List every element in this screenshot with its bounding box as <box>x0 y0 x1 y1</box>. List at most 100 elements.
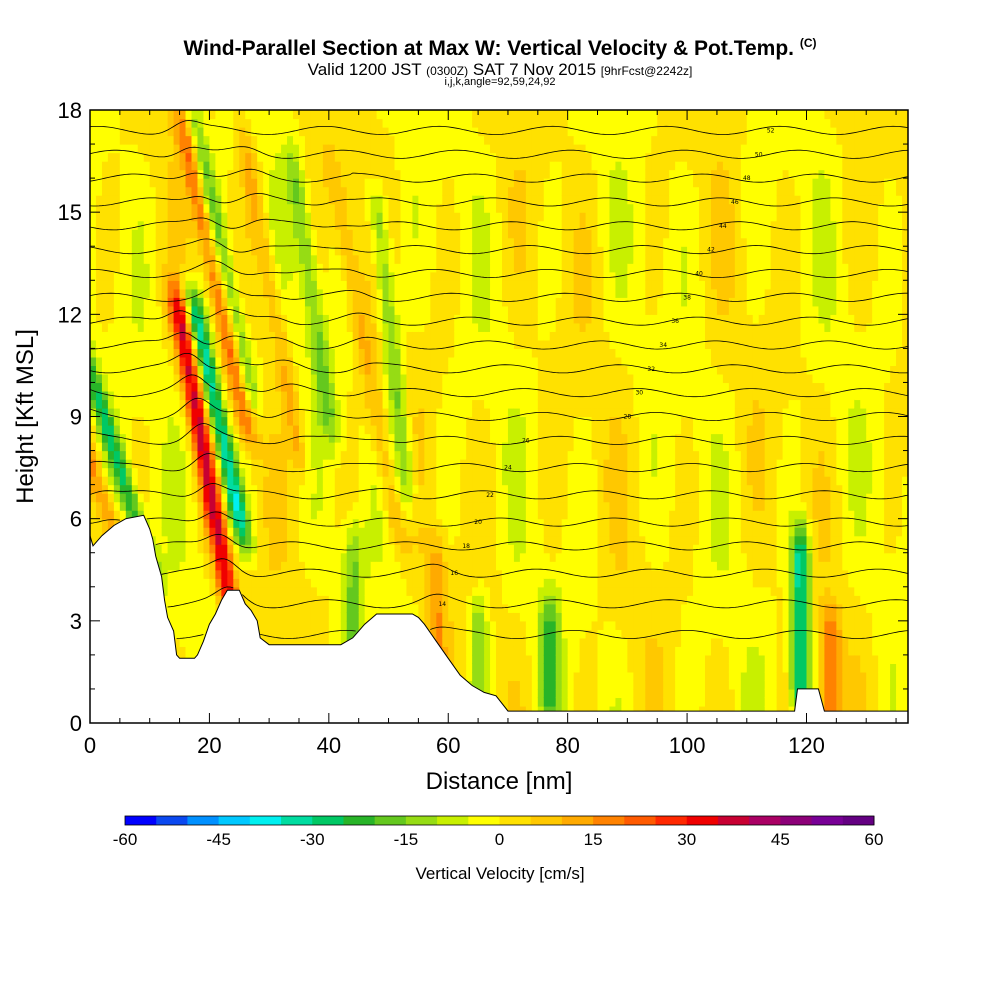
velocity-cell <box>95 263 103 273</box>
velocity-cell <box>263 339 270 349</box>
velocity-cell <box>490 552 497 562</box>
velocity-cell <box>436 373 443 384</box>
velocity-cell <box>269 399 276 409</box>
velocity-cell <box>388 127 396 137</box>
velocity-cell <box>257 348 264 358</box>
velocity-cell <box>358 169 366 179</box>
velocity-cell <box>322 527 330 537</box>
velocity-cell <box>490 425 497 435</box>
velocity-cell <box>496 510 503 520</box>
velocity-cell <box>328 186 336 196</box>
velocity-cell <box>304 288 312 298</box>
velocity-cell <box>131 484 139 494</box>
velocity-cell <box>322 620 330 630</box>
velocity-cell <box>227 348 234 358</box>
velocity-cell <box>287 407 294 418</box>
velocity-cell <box>197 212 205 222</box>
velocity-cell <box>334 144 342 154</box>
velocity-cell <box>239 450 246 460</box>
velocity-cell <box>185 620 193 630</box>
velocity-cell <box>119 305 127 315</box>
velocity-cell <box>149 135 157 145</box>
velocity-cell <box>227 356 234 367</box>
velocity-cell <box>448 595 455 605</box>
velocity-cell <box>400 476 408 486</box>
velocity-cell <box>185 152 193 162</box>
velocity-cell <box>287 552 294 562</box>
velocity-cell <box>322 237 330 247</box>
velocity-cell <box>304 280 312 290</box>
velocity-cell <box>287 399 294 409</box>
velocity-cell <box>233 169 240 179</box>
velocity-cell <box>137 127 145 137</box>
velocity-cell <box>406 229 414 239</box>
velocity-cell <box>394 203 402 213</box>
velocity-cell <box>95 407 103 418</box>
velocity-cell <box>400 365 408 375</box>
velocity-cell <box>173 484 181 494</box>
velocity-cell <box>418 603 425 613</box>
velocity-cell <box>287 288 294 298</box>
velocity-cell <box>364 527 372 537</box>
velocity-cell <box>412 544 419 554</box>
velocity-cell <box>406 280 414 290</box>
velocity-cell <box>478 254 485 264</box>
velocity-cell <box>257 186 264 196</box>
velocity-cell <box>95 399 103 409</box>
velocity-cell <box>400 569 408 579</box>
velocity-cell <box>251 220 258 230</box>
velocity-cell <box>137 382 145 392</box>
velocity-cell <box>418 331 425 341</box>
velocity-cell <box>316 620 324 630</box>
velocity-cell <box>436 331 443 341</box>
velocity-cell <box>131 433 139 443</box>
velocity-cell <box>394 356 402 367</box>
velocity-cell <box>466 603 473 613</box>
velocity-cell <box>161 118 169 128</box>
velocity-cell <box>436 586 443 596</box>
velocity-cell <box>149 118 157 128</box>
velocity-cell <box>167 510 175 520</box>
velocity-cell <box>406 212 414 222</box>
velocity-cell <box>275 254 282 264</box>
velocity-cell <box>215 527 222 537</box>
velocity-cell <box>460 552 467 562</box>
velocity-cell <box>209 501 216 511</box>
velocity-cell <box>203 535 211 545</box>
velocity-cell <box>346 356 354 367</box>
velocity-cell <box>388 246 396 256</box>
velocity-cell <box>304 195 312 205</box>
velocity-cell <box>131 237 139 247</box>
velocity-cell <box>257 467 264 477</box>
velocity-cell <box>322 501 330 511</box>
velocity-cell <box>245 518 252 528</box>
velocity-cell <box>155 144 163 154</box>
velocity-cell <box>113 442 121 452</box>
velocity-cell <box>406 450 414 460</box>
velocity-cell <box>137 510 145 520</box>
velocity-cell <box>257 544 264 554</box>
velocity-cell <box>501 654 509 664</box>
velocity-cell <box>191 331 199 341</box>
velocity-cell <box>215 552 222 562</box>
velocity-cell <box>173 178 181 188</box>
velocity-cell <box>107 254 115 264</box>
velocity-cell <box>406 382 414 392</box>
velocity-cell <box>227 510 234 520</box>
velocity-cell <box>173 305 181 315</box>
velocity-cell <box>185 390 193 401</box>
velocity-cell <box>448 433 455 443</box>
velocity-cell <box>263 237 270 247</box>
velocity-cell <box>221 476 228 486</box>
velocity-cell <box>113 382 121 392</box>
velocity-cell <box>209 161 216 171</box>
velocity-cell <box>173 373 181 384</box>
velocity-cell <box>496 263 503 273</box>
velocity-cell <box>346 373 354 384</box>
velocity-cell <box>101 442 109 452</box>
velocity-cell <box>466 152 473 162</box>
velocity-cell <box>275 271 282 281</box>
velocity-cell <box>257 365 264 375</box>
velocity-cell <box>203 331 211 341</box>
velocity-cell <box>484 493 491 503</box>
